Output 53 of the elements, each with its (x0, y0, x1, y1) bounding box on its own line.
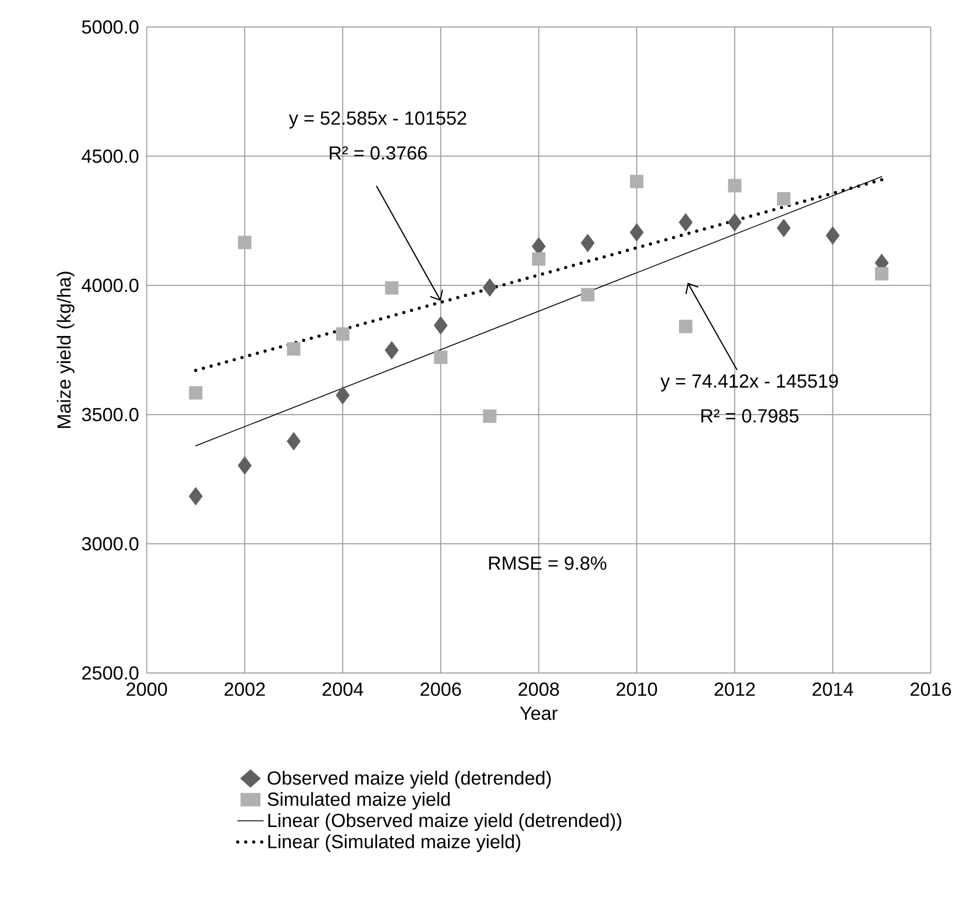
point (287, 342, 300, 356)
point (434, 316, 448, 335)
y-tick-label: 4000.0 (82, 278, 138, 292)
legend-label: Linear (Observed maize yield (detrended)) (268, 813, 622, 831)
point (238, 236, 252, 250)
legend-label: Simulated maize yield (268, 792, 450, 810)
point (483, 409, 496, 423)
x-tick-label: 2012 (714, 682, 755, 696)
legend-label: Linear (Simulated maize yield) (268, 834, 520, 852)
point (728, 213, 742, 232)
point (630, 174, 644, 188)
point (385, 281, 398, 295)
annotation: R² = 0.3766 (330, 146, 427, 160)
point (532, 252, 546, 266)
x-axis-title: Year (520, 706, 558, 720)
y-tick-label: 4500.0 (82, 149, 138, 163)
annotation: y = 52.585x - 101552 (288, 111, 466, 129)
x-tick-label: 2008 (518, 682, 559, 696)
point (581, 288, 594, 302)
x-tick-label: 2010 (616, 682, 658, 696)
point (679, 320, 692, 334)
point (776, 218, 791, 238)
legend-label: Observed maize yield (detrended) (268, 770, 551, 788)
annotation: R² = 0.7985 (701, 409, 799, 423)
x-tick-label: 2006 (420, 682, 461, 696)
point (336, 327, 350, 341)
y-tick-label: 5000.0 (82, 20, 138, 34)
x-tick-label: 2016 (910, 682, 951, 696)
point (580, 234, 595, 252)
point (188, 487, 203, 506)
annotation: RMSE = 9.8% (489, 556, 606, 570)
point (630, 223, 644, 242)
x-tick-label: 2014 (812, 682, 854, 696)
point (336, 386, 350, 404)
point (678, 213, 693, 232)
point (482, 278, 497, 297)
x-tick-label: 2004 (322, 682, 364, 696)
point (875, 267, 888, 280)
point (434, 350, 448, 364)
point (826, 226, 840, 245)
annotation: y = 74.412x - 145519 (660, 374, 838, 392)
point (777, 192, 790, 206)
y-tick-label: 3000.0 (82, 537, 138, 550)
x-tick-label: 2002 (224, 682, 265, 696)
y-axis-title: Maize yield (kg/ha) (56, 272, 74, 428)
point (286, 432, 301, 450)
point (189, 386, 202, 400)
point (384, 341, 399, 360)
y-tick-label: 3500.0 (82, 408, 138, 422)
point (238, 456, 252, 475)
y-tick-label: 2500.0 (82, 666, 138, 680)
point (728, 178, 742, 192)
x-tick-label: 2000 (126, 682, 168, 696)
